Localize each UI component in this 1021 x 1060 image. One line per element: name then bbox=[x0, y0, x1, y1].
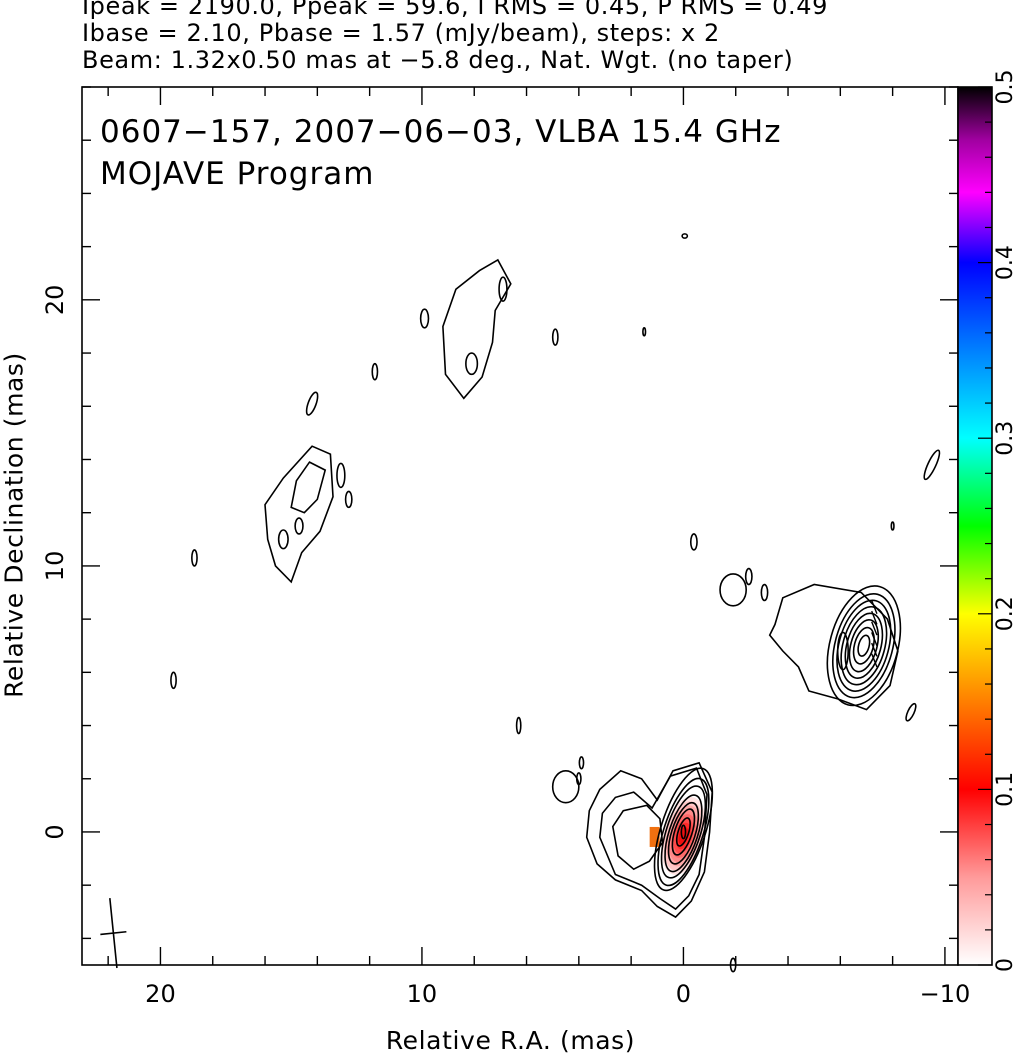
x-tick-label: 10 bbox=[407, 980, 438, 1008]
contour-ellipse bbox=[191, 549, 198, 567]
polarization-vector bbox=[871, 621, 878, 636]
polarization-vector bbox=[871, 642, 878, 657]
contour-ellipse bbox=[844, 612, 884, 679]
contour-ellipse bbox=[836, 631, 849, 671]
contour-ellipse bbox=[277, 529, 289, 550]
contour-ellipse bbox=[680, 824, 687, 840]
contour-ellipse bbox=[744, 567, 753, 586]
contour-ellipse bbox=[836, 599, 892, 692]
contour-ellipse bbox=[419, 308, 430, 329]
contour-ellipse bbox=[294, 517, 304, 535]
contour-ellipse bbox=[890, 521, 895, 531]
jet-north-1-inner-contour bbox=[290, 461, 327, 514]
x-axis-label: Relative R.A. (mas) bbox=[385, 1026, 636, 1055]
panel-title: 0607−157, 2007−06−03, VLBA 15.4 GHz bbox=[100, 114, 781, 150]
contour-ellipse bbox=[675, 817, 691, 847]
y-tick-label: 10 bbox=[41, 551, 69, 582]
contour-ellipse bbox=[653, 767, 714, 892]
polarization-patch bbox=[649, 826, 660, 847]
panel-subtitle: MOJAVE Program bbox=[100, 156, 374, 192]
contour-ellipse bbox=[667, 801, 700, 865]
jet-north-2-outer-contour bbox=[442, 258, 512, 400]
colorbar-gradient bbox=[957, 86, 993, 966]
contour-ellipse bbox=[689, 533, 698, 551]
colorbar-tick-label: 0.3 bbox=[993, 421, 1018, 456]
colorbar-tick-label: 0.5 bbox=[993, 70, 1018, 105]
core-contour-2 bbox=[598, 767, 708, 911]
contour-group bbox=[100, 233, 941, 973]
contour-ellipse bbox=[344, 490, 353, 509]
contour-ellipse bbox=[515, 716, 522, 735]
contour-ellipse bbox=[336, 462, 346, 489]
polarization-vector bbox=[871, 632, 878, 646]
contour-ellipse bbox=[681, 233, 689, 239]
polarization-vector bbox=[871, 600, 878, 615]
contour-ellipse bbox=[664, 794, 703, 873]
contour-ellipse bbox=[305, 391, 319, 416]
contour-ellipse bbox=[551, 769, 580, 804]
y-tick-label: 20 bbox=[41, 285, 69, 316]
jet-north-1-outer-contour bbox=[264, 445, 334, 584]
beam-minor-axis bbox=[100, 930, 127, 936]
knot-west-outer-contour bbox=[768, 583, 899, 711]
contour-ellipse bbox=[826, 585, 902, 707]
y-tick-label: 0 bbox=[41, 824, 69, 839]
contour-ellipse bbox=[832, 592, 896, 699]
contour-ellipse bbox=[905, 702, 917, 722]
contour-ellipse bbox=[371, 362, 379, 381]
contour-ellipse bbox=[923, 449, 941, 481]
x-tick-label: 0 bbox=[676, 980, 691, 1008]
contour-ellipse bbox=[498, 276, 508, 302]
contour-ellipse bbox=[660, 785, 707, 879]
contour-ellipse bbox=[848, 619, 880, 673]
contour-ellipse bbox=[671, 808, 696, 856]
contour-ellipse bbox=[465, 352, 479, 376]
header-line-3: Beam: 1.32x0.50 mas at −5.8 deg., Nat. W… bbox=[82, 46, 794, 74]
contour-ellipse bbox=[551, 328, 559, 346]
contour-ellipse bbox=[578, 756, 585, 770]
axes: 20 10 0 −10 0 10 20 bbox=[41, 86, 971, 1008]
colorbar-tick-label: 0.2 bbox=[993, 596, 1018, 631]
contour-ellipse bbox=[719, 573, 747, 607]
contour-ellipse bbox=[642, 326, 647, 337]
header-line-2: Ibase = 2.10, Pbase = 1.57 (mJy/beam), s… bbox=[82, 19, 720, 47]
y-axis-label: Relative Declination (mas) bbox=[0, 352, 29, 698]
contour-ellipse bbox=[857, 634, 871, 657]
contour-ellipse bbox=[657, 777, 710, 887]
contour-ellipse bbox=[575, 772, 582, 786]
colorbar-tick-label: 0 bbox=[993, 958, 1018, 972]
polarization-vector bbox=[871, 653, 878, 668]
colorbar: 0 0.1 0.2 0.3 0.4 0.5 bbox=[957, 70, 1018, 972]
contour-ellipse bbox=[170, 671, 177, 690]
contour-ellipse bbox=[760, 583, 769, 602]
plot-frame bbox=[81, 86, 959, 966]
core-inner-hole bbox=[611, 804, 664, 871]
x-tick-label: −10 bbox=[920, 980, 971, 1008]
x-tick-label: 20 bbox=[145, 980, 176, 1008]
colorbar-tick-label: 0.1 bbox=[993, 772, 1018, 807]
header-line-1: Ipeak = 2190.0, Ppeak = 59.6, I RMS = 0.… bbox=[82, 0, 828, 20]
colorbar-tick-label: 0.4 bbox=[993, 245, 1018, 280]
polarization-vector bbox=[871, 610, 878, 625]
contour-ellipse bbox=[852, 626, 875, 665]
